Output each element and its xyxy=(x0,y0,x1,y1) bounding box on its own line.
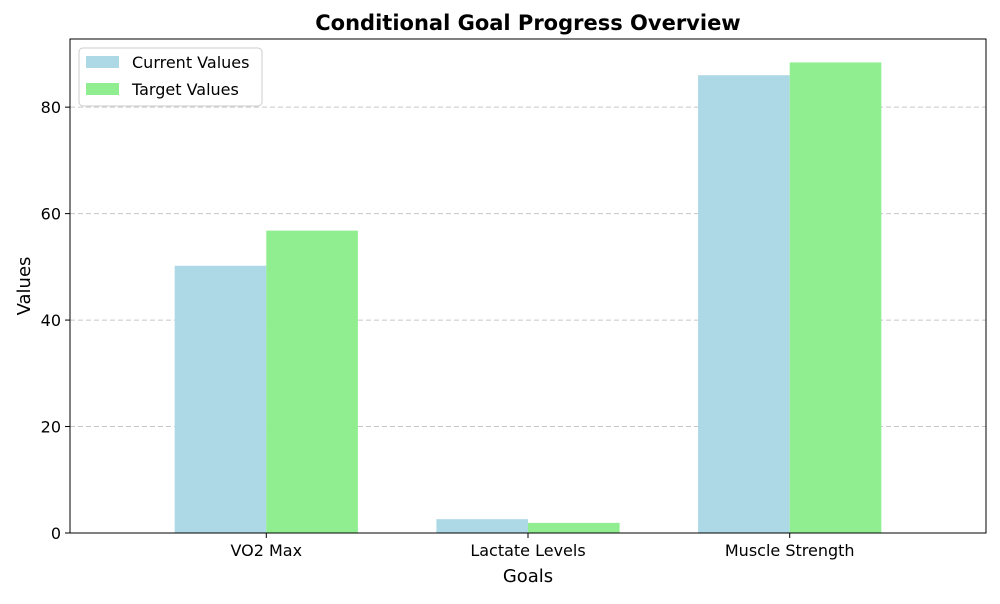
bar-target xyxy=(266,230,358,533)
legend-swatch xyxy=(86,56,119,68)
bars xyxy=(174,62,882,533)
y-tick-label: 20 xyxy=(41,418,61,437)
legend: Current Values Target Values xyxy=(78,47,263,107)
x-axis-label: Goals xyxy=(503,566,553,587)
y-axis-label: Values xyxy=(14,257,35,316)
x-tick-label: VO2 Max xyxy=(230,541,302,560)
x-tick-label: Lactate Levels xyxy=(470,541,585,560)
legend-box xyxy=(78,47,263,107)
y-tick-label: 60 xyxy=(41,205,61,224)
legend-label: Current Values xyxy=(132,53,249,72)
y-tick-label: 0 xyxy=(51,524,61,543)
chart-title: Conditional Goal Progress Overview xyxy=(315,11,740,35)
legend-swatch xyxy=(86,83,119,95)
bar-target xyxy=(789,62,882,533)
bar-current xyxy=(436,519,528,533)
bar-current xyxy=(698,75,790,533)
bar-current xyxy=(174,265,267,533)
axis-ticks: 0 20 40 60 80 VO2 Max Lactate Levels Muscle Str… xyxy=(41,98,855,560)
y-tick-label: 40 xyxy=(41,311,61,330)
legend-label: Target Values xyxy=(131,80,239,99)
x-tick-label: Muscle Strength xyxy=(725,541,855,560)
y-tick-label: 80 xyxy=(41,98,61,117)
bar-target xyxy=(528,522,620,533)
